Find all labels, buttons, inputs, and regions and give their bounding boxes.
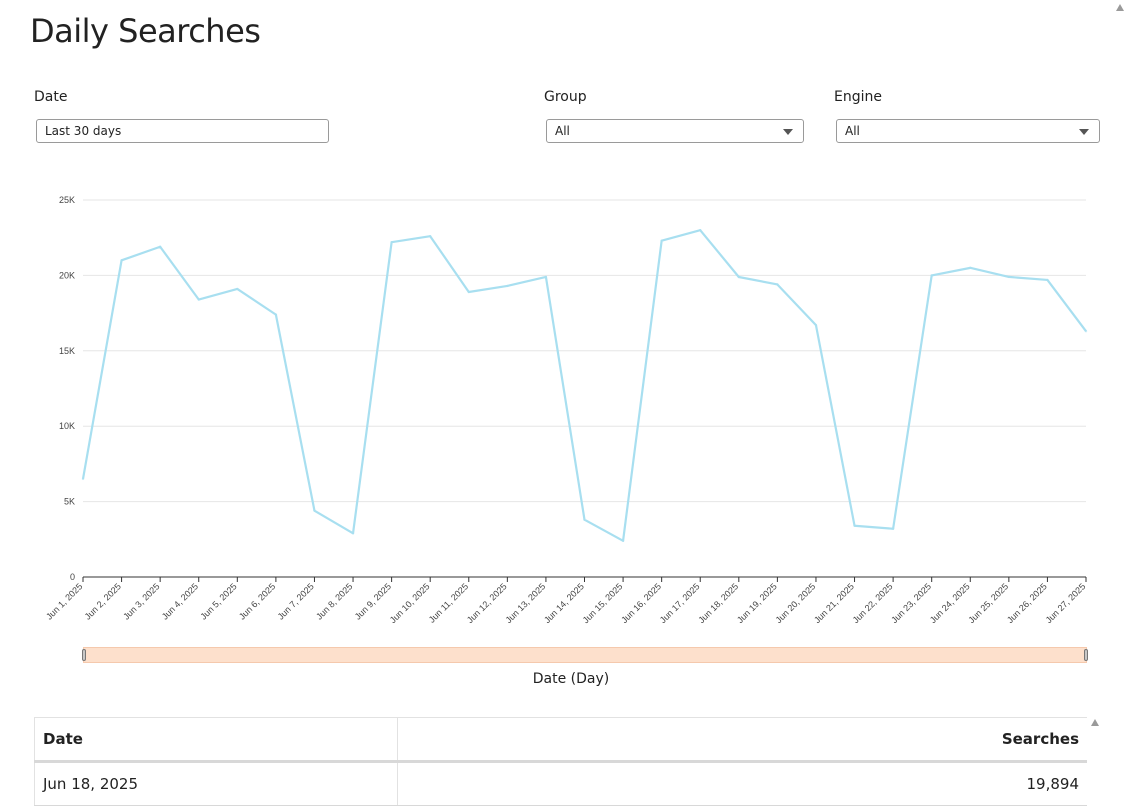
x-tick-label: Jun 5, 2025 [198,581,238,621]
engine-filter-label: Engine [834,89,882,105]
data-point [930,274,933,277]
data-point [1084,329,1088,333]
data-point [737,275,741,279]
table-header-row: Date Searches [34,717,1087,763]
x-tick-label: Jun 16, 2025 [619,581,663,625]
data-point [390,241,393,244]
x-tick-label: Jun 20, 2025 [774,581,818,625]
date-filter-value: Last 30 days [45,124,122,138]
data-point [81,477,85,481]
data-point [120,259,123,262]
data-point [236,287,239,291]
column-header-date[interactable]: Date [34,717,398,763]
x-tick-label: Jun 25, 2025 [966,581,1010,625]
data-point [274,313,278,316]
x-axis-title: Date (Day) [532,671,610,687]
chart-range-scrollbar[interactable] [82,647,1088,663]
x-tick-label: Jun 15, 2025 [581,581,625,625]
group-filter-select[interactable]: All [546,119,804,143]
page-title: Daily Searches [30,12,261,50]
data-point [506,284,509,288]
x-tick-label: Jun 23, 2025 [889,581,933,625]
data-point [1046,278,1049,282]
data-point [776,283,779,286]
group-filter-label: Group [544,89,587,105]
group-filter-value: All [555,124,570,138]
x-tick-label: Jun 1, 2025 [44,581,84,621]
data-point [428,234,432,238]
x-tick-label: Jun 7, 2025 [276,581,316,621]
y-tick-label: 20K [59,270,75,280]
data-point [158,245,162,248]
table-row: Jun 18, 2025 19,894 [34,761,1087,806]
x-tick-label: Jun 22, 2025 [851,581,895,625]
x-tick-label: Jun 21, 2025 [812,581,856,625]
x-tick-label: Jun 13, 2025 [503,581,547,625]
data-point [660,239,663,242]
x-tick-label: Jun 24, 2025 [928,581,972,625]
range-start-handle[interactable] [82,649,86,661]
scroll-up-arrow-icon[interactable] [1116,4,1124,11]
chevron-down-icon [1079,129,1089,135]
column-header-searches[interactable]: Searches [397,717,1087,763]
cell-date: Jun 18, 2025 [34,761,398,806]
x-tick-label: Jun 19, 2025 [735,581,779,625]
engine-filter-value: All [845,124,860,138]
data-point [814,323,818,327]
cell-searches: 19,894 [397,761,1087,806]
data-point [583,518,586,521]
data-point [351,532,355,535]
y-tick-label: 25K [59,195,75,205]
x-tick-label: Jun 10, 2025 [388,581,432,625]
data-point [197,298,200,301]
data-point [1007,275,1011,279]
x-tick-label: Jun 26, 2025 [1005,581,1049,625]
data-point [467,290,470,294]
date-filter-input[interactable]: Last 30 days [36,119,329,143]
x-tick-label: Jun 27, 2025 [1044,581,1088,625]
x-tick-label: Jun 14, 2025 [542,581,586,625]
series-line [81,229,1087,542]
x-tick-label: Jun 9, 2025 [353,581,393,621]
y-tick-label: 0 [70,572,75,582]
x-tick-label: Jun 6, 2025 [237,581,277,621]
y-tick-label: 5K [64,497,75,507]
date-filter-label: Date [34,89,68,105]
data-point [544,275,548,279]
table-scroll-up-icon[interactable] [1091,719,1099,726]
data-point [853,524,856,527]
engine-filter-select[interactable]: All [836,119,1100,143]
x-tick-label: Jun 8, 2025 [314,581,354,621]
x-tick-label: Jun 12, 2025 [465,581,509,625]
data-point [969,266,972,270]
data-point [891,527,895,530]
x-tick-label: Jun 18, 2025 [696,581,740,625]
data-table: Date Searches Jun 18, 2025 19,894 [34,717,1087,806]
x-tick-label: Jun 17, 2025 [658,581,702,625]
x-tick-label: Jun 3, 2025 [121,581,161,621]
y-tick-label: 10K [59,421,75,431]
data-point [313,509,316,512]
y-tick-label: 15K [59,346,75,356]
data-point [699,228,702,232]
data-point [621,539,625,543]
x-tick-label: Jun 2, 2025 [83,581,123,621]
x-tick-label: Jun 4, 2025 [160,581,200,621]
chevron-down-icon [783,129,793,135]
range-end-handle[interactable] [1084,649,1088,661]
